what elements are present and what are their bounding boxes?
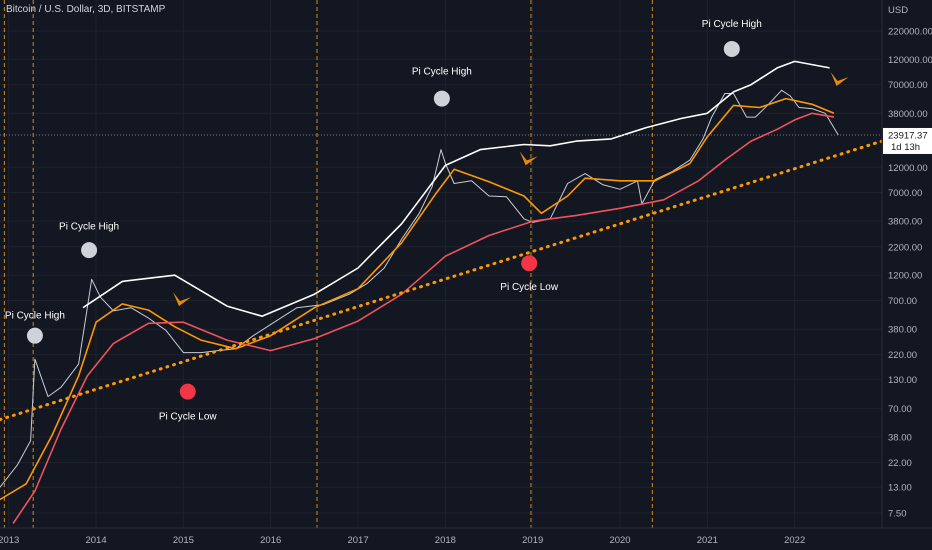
y-tick-label: 120000.00	[888, 55, 932, 66]
chart-grid	[0, 0, 882, 528]
annotation-marker	[179, 383, 196, 400]
annotations-layer: Pi Cycle High Pi Cycle High Pi Cycle High P…	[5, 19, 849, 423]
x-tick-label: 2014	[85, 535, 106, 546]
x-tick-label: 2018	[435, 535, 456, 546]
y-tick-label: 22.00	[888, 458, 912, 469]
x-tick-label: 2017	[347, 535, 368, 546]
time-axis[interactable]: 2013 2014 2015 2016 2017 2018 2019 2020 2021 2022	[0, 527, 932, 546]
y-tick-label: 700.00	[888, 296, 917, 307]
annotation-label: Pi Cycle High	[702, 19, 762, 30]
x-tick-label: 2013	[0, 535, 19, 546]
annotation-marker	[81, 242, 98, 259]
price-axis[interactable]: USD 220000.00 120000.00 70000.00 38000.00 120…	[881, 0, 932, 528]
annotation-arrow	[173, 292, 192, 307]
annotation-label: Pi Cycle High	[59, 222, 119, 233]
last-price-label: 23917.37	[888, 130, 928, 141]
annotation-label: Pi Cycle Low	[159, 412, 218, 423]
y-tick-label: 70.00	[888, 404, 912, 415]
annotation-label: Pi Cycle High	[5, 310, 65, 321]
vertical-markers	[3, 0, 653, 528]
y-tick-label: 13.00	[888, 483, 912, 494]
annotation-marker	[723, 40, 740, 57]
last-price-countdown: 1d 13h	[891, 142, 920, 153]
x-tick-label: 2019	[522, 535, 543, 546]
annotation-marker	[433, 90, 450, 107]
series-line	[0, 89, 839, 488]
last-price-badge	[883, 127, 932, 154]
price-axis-unit: USD	[888, 5, 908, 16]
x-tick-label: 2015	[173, 535, 194, 546]
y-tick-label: 12000.00	[888, 163, 928, 174]
y-tick-label: 380.00	[888, 325, 917, 336]
annotation-arrow	[830, 72, 849, 87]
x-tick-label: 2020	[609, 535, 630, 546]
y-tick-label: 38000.00	[888, 109, 928, 120]
y-tick-label: 38.00	[888, 432, 912, 443]
y-tick-label: 220.00	[888, 350, 917, 361]
chart-title: Bitcoin / U.S. Dollar, 3D, BITSTAMP	[6, 4, 166, 15]
price-axis-bg	[882, 0, 932, 528]
series-layer	[0, 60, 884, 524]
x-tick-label: 2022	[784, 535, 805, 546]
y-tick-label: 3800.00	[888, 217, 922, 228]
y-tick-label: 130.00	[888, 375, 917, 386]
annotation-marker	[26, 327, 43, 344]
annotation-marker	[521, 255, 538, 272]
series-line	[82, 60, 830, 318]
y-tick-label: 1200.00	[888, 271, 922, 282]
y-tick-label: 2200.00	[888, 242, 922, 253]
annotation-label: Pi Cycle High	[412, 66, 472, 77]
series-line	[12, 112, 835, 524]
annotation-label: Pi Cycle Low	[500, 282, 559, 293]
y-tick-label: 70000.00	[888, 80, 928, 91]
y-tick-label: 7.50	[888, 509, 907, 520]
series-line	[0, 139, 884, 422]
y-tick-label: 220000.00	[888, 27, 932, 38]
x-tick-label: 2016	[260, 535, 281, 546]
series-line	[0, 97, 835, 501]
annotation-arrow	[519, 151, 538, 166]
x-tick-label: 2021	[697, 535, 718, 546]
y-tick-label: 7000.00	[888, 188, 922, 199]
